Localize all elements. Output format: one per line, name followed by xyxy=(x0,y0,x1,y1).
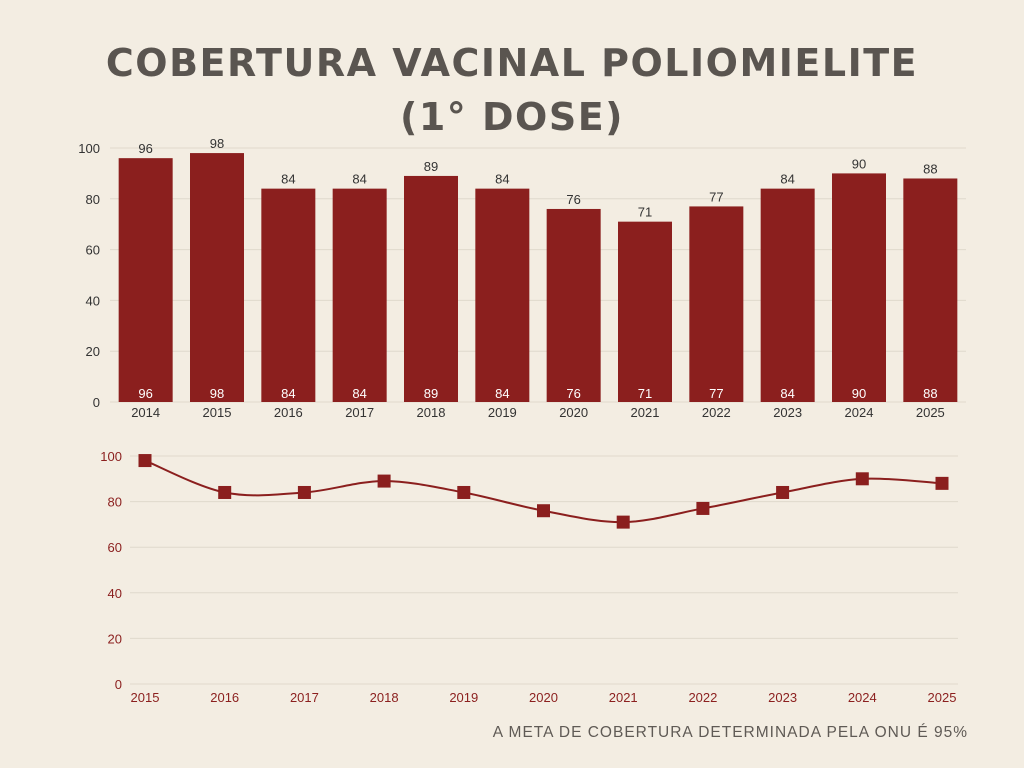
bar-base-label: 88 xyxy=(923,386,937,401)
bar-x-tick-label: 2019 xyxy=(488,405,517,420)
chart-title-line2: (1° DOSE) xyxy=(399,95,625,139)
bar xyxy=(689,206,744,402)
line-x-tick-label: 2025 xyxy=(928,690,957,705)
bar-base-label: 76 xyxy=(566,386,580,401)
bar-y-tick-label: 40 xyxy=(86,293,100,308)
line-x-tick-label: 2015 xyxy=(131,690,160,705)
bar xyxy=(475,188,530,402)
bar-base-label: 98 xyxy=(210,386,224,401)
bar-x-tick-label: 2022 xyxy=(702,405,731,420)
bar-x-tick-label: 2017 xyxy=(345,405,374,420)
footnote: A META DE COBERTURA DETERMINADA PELA ONU… xyxy=(492,724,968,741)
bar-base-label: 90 xyxy=(852,386,866,401)
bar-value-label: 77 xyxy=(709,189,723,204)
bar-base-label: 96 xyxy=(138,386,152,401)
line-x-tick-label: 2019 xyxy=(449,690,478,705)
line-marker xyxy=(297,485,311,499)
bar xyxy=(332,188,387,402)
bar-x-tick-label: 2015 xyxy=(203,405,232,420)
bar-value-label: 76 xyxy=(566,192,580,207)
bar-value-label: 84 xyxy=(281,172,295,187)
bar xyxy=(404,175,458,402)
bar-y-tick-label: 0 xyxy=(93,395,100,410)
bar-value-label: 90 xyxy=(852,156,866,171)
bar xyxy=(261,188,316,402)
line-y-tick-label: 0 xyxy=(115,677,122,692)
bar-x-tick-label: 2016 xyxy=(274,405,303,420)
line-x-tick-label: 2016 xyxy=(210,690,239,705)
line-x-tick-label: 2018 xyxy=(370,690,399,705)
bar-value-label: 98 xyxy=(210,136,224,151)
line-marker xyxy=(776,485,790,499)
bar-y-tick-label: 80 xyxy=(86,192,100,207)
chart-title: COBERTURA VACINAL POLIOMIELITE (1° DOSE) xyxy=(0,36,1024,144)
line-marker xyxy=(377,474,391,488)
line-y-tick-label: 60 xyxy=(108,540,122,555)
bar-x-tick-label: 2018 xyxy=(417,405,446,420)
bar-x-tick-label: 2014 xyxy=(131,405,160,420)
bar-base-label: 84 xyxy=(780,386,794,401)
bar-base-label: 77 xyxy=(709,386,723,401)
line-y-tick-label: 80 xyxy=(108,495,122,510)
bar-x-tick-label: 2025 xyxy=(916,405,945,420)
line-marker xyxy=(696,501,710,515)
line-x-tick-label: 2023 xyxy=(768,690,797,705)
bar-base-label: 71 xyxy=(638,386,652,401)
bar xyxy=(618,221,672,402)
bar-x-tick-label: 2021 xyxy=(631,405,660,420)
line-marker xyxy=(935,476,949,490)
line-y-tick-label: 100 xyxy=(100,449,122,464)
bar-base-label: 84 xyxy=(495,386,509,401)
bar-chart: 0 20 40 60 80 100 96 96 2014 98 98 2015 84 84 2016 84 84… xyxy=(78,136,966,420)
line-marker xyxy=(138,454,152,468)
bar xyxy=(546,208,601,402)
line-x-tick-label: 2021 xyxy=(609,690,638,705)
line-marker xyxy=(855,472,869,486)
line-y-tick-label: 20 xyxy=(108,631,122,646)
chart-title-line1: COBERTURA VACINAL POLIOMIELITE xyxy=(105,41,919,85)
bar xyxy=(118,158,173,402)
line-x-tick-label: 2020 xyxy=(529,690,558,705)
bar-value-label: 84 xyxy=(495,172,509,187)
line-marker xyxy=(537,504,550,518)
bar-base-label: 84 xyxy=(352,386,366,401)
bar-x-tick-label: 2020 xyxy=(559,405,588,420)
bar xyxy=(760,188,815,402)
bar-y-tick-label: 100 xyxy=(78,141,100,156)
line-marker xyxy=(218,485,232,499)
bar-x-tick-label: 2023 xyxy=(773,405,802,420)
bar-value-label: 89 xyxy=(424,159,438,174)
bar xyxy=(832,173,886,402)
bar xyxy=(903,178,958,402)
bar-value-label: 96 xyxy=(138,141,152,156)
bar-value-label: 84 xyxy=(780,172,794,187)
line-x-tick-label: 2022 xyxy=(688,690,717,705)
bar xyxy=(190,153,244,402)
bar-y-tick-label: 20 xyxy=(86,344,100,359)
bar-base-label: 89 xyxy=(424,386,438,401)
bar-value-label: 84 xyxy=(352,172,366,187)
line-marker xyxy=(457,485,471,499)
bar-x-tick-label: 2024 xyxy=(845,405,874,420)
line-x-tick-label: 2024 xyxy=(848,690,877,705)
bar-y-tick-label: 60 xyxy=(86,243,100,258)
bar-value-label: 88 xyxy=(923,161,937,176)
bar-base-label: 84 xyxy=(281,386,295,401)
bar-value-label: 71 xyxy=(638,205,652,220)
line-y-tick-label: 40 xyxy=(108,586,122,601)
line-x-tick-label: 2017 xyxy=(290,690,319,705)
line-marker xyxy=(616,515,630,529)
